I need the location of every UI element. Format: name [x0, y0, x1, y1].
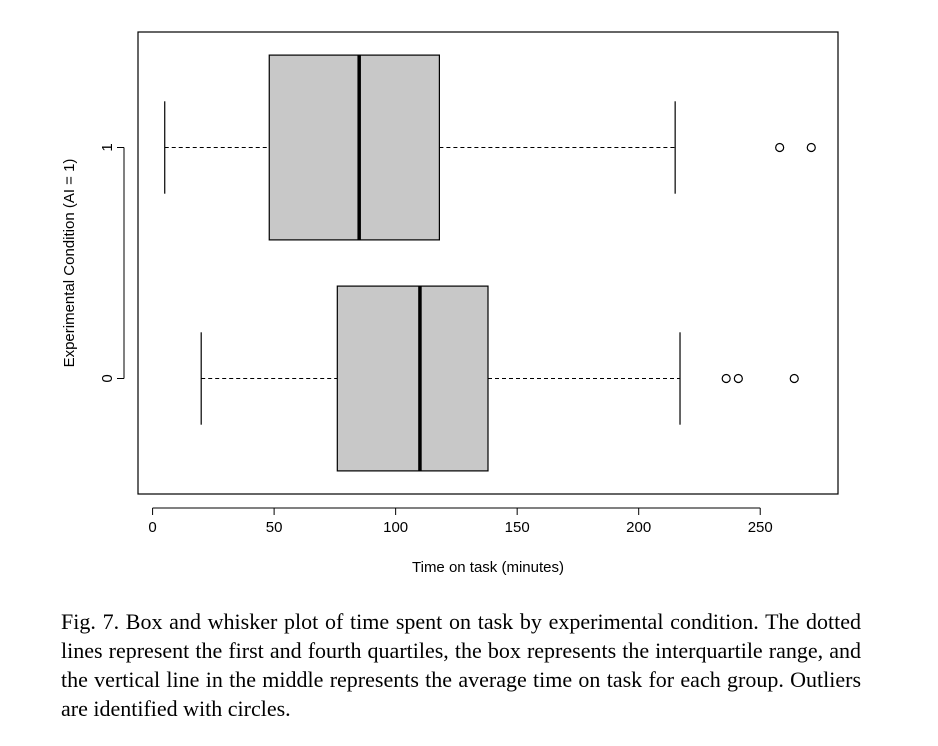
y-axis: 01 — [99, 143, 125, 383]
x-axis: 0 50 100 150 200 250 — [148, 507, 773, 536]
y-tick-label: 1 — [99, 143, 116, 151]
x-tick-label: 100 — [383, 519, 408, 536]
x-tick-label: 150 — [505, 519, 530, 536]
x-tick-label: 0 — [148, 519, 156, 536]
figure-caption: Fig. 7. Box and whisker plot of time spe… — [61, 609, 861, 721]
iqr-box — [268, 54, 440, 241]
outlier-point — [721, 373, 731, 384]
y-axis-label: Experimental Condition (AI = 1) — [61, 159, 78, 368]
iqr-box — [336, 285, 489, 472]
outlier-point — [775, 142, 785, 153]
x-tick-label: 250 — [748, 519, 773, 536]
box-plot-chart: 0 50 100 150 200 250 01 Time on task (minutes… — [61, 31, 839, 576]
box-group-1 — [164, 54, 816, 241]
x-tick-label: 50 — [266, 519, 283, 536]
x-tick-label: 200 — [626, 519, 651, 536]
box-group-0 — [200, 285, 799, 472]
box-groups — [164, 54, 816, 472]
x-axis-label: Time on task (minutes) — [412, 559, 564, 576]
outlier-point — [789, 373, 799, 384]
plot-frame — [137, 31, 839, 495]
outlier-point — [733, 373, 743, 384]
outlier-point — [806, 142, 816, 153]
y-tick-label: 0 — [99, 374, 116, 382]
